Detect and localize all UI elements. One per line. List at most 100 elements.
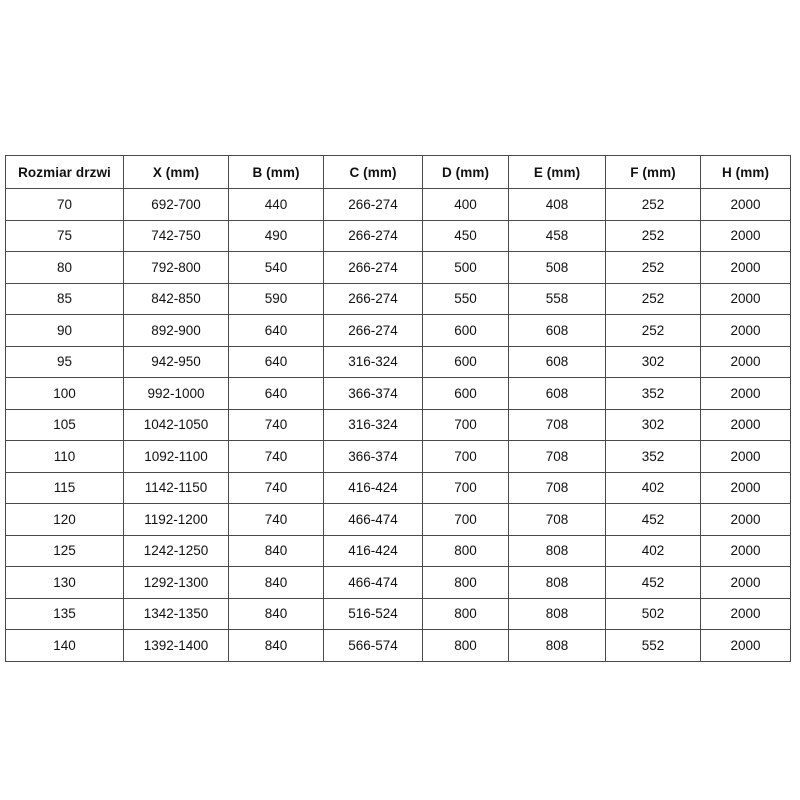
table-cell: 2000 [700,629,791,662]
table-cell: 700 [422,408,509,441]
table-cell: 708 [508,503,606,536]
table-cell: 2000 [700,534,791,567]
table-cell: 500 [422,251,509,284]
column-header-5: E (mm) [508,155,606,189]
table-cell: 708 [508,471,606,504]
door-size-specification-table: Rozmiar drzwi X (mm) B (mm) C (mm) D (mm) E (… [5,155,791,662]
table-cell: 302 [605,345,701,378]
column-header-6: F (mm) [605,155,701,189]
table-cell: 2000 [700,597,791,630]
table-cell: 2000 [700,314,791,347]
table-row: 95 942-950 640 316-324 600 608 302 2000 [5,345,791,378]
table-cell: 708 [508,408,606,441]
table-cell: 440 [228,188,324,221]
table-header-row: Rozmiar drzwi X (mm) B (mm) C (mm) D (mm) E (… [5,155,791,189]
column-header-4: D (mm) [422,155,509,189]
table-cell: 125 [5,534,124,567]
table-cell: 366-374 [323,377,423,410]
table-cell: 316-324 [323,408,423,441]
table-cell: 550 [422,282,509,315]
table-cell: 2000 [700,471,791,504]
table-cell: 2000 [700,188,791,221]
table-cell: 490 [228,219,324,252]
table-row: 125 1242-1250 840 416-424 800 808 402 2000 [5,534,791,567]
table-row: 110 1092-1100 740 366-374 700 708 352 2000 [5,440,791,473]
table-cell: 1192-1200 [123,503,229,536]
table-cell: 742-750 [123,219,229,252]
table-row: 100 992-1000 640 366-374 600 608 352 2000 [5,377,791,410]
table-cell: 2000 [700,345,791,378]
table-cell: 416-424 [323,534,423,567]
spec-table-container: Rozmiar drzwi X (mm) B (mm) C (mm) D (mm) E (… [5,155,791,662]
table-cell: 640 [228,377,324,410]
table-cell: 740 [228,503,324,536]
table-cell: 70 [5,188,124,221]
table-cell: 90 [5,314,124,347]
table-cell: 792-800 [123,251,229,284]
table-cell: 402 [605,534,701,567]
table-cell: 600 [422,314,509,347]
table-cell: 416-424 [323,471,423,504]
table-cell: 2000 [700,503,791,536]
table-cell: 100 [5,377,124,410]
table-cell: 352 [605,440,701,473]
table-cell: 452 [605,566,701,599]
table-row: 120 1192-1200 740 466-474 700 708 452 2000 [5,503,791,536]
table-cell: 2000 [700,408,791,441]
table-cell: 402 [605,471,701,504]
table-cell: 892-900 [123,314,229,347]
table-cell: 566-574 [323,629,423,662]
table-cell: 130 [5,566,124,599]
table-cell: 552 [605,629,701,662]
table-cell: 466-474 [323,503,423,536]
table-row: 80 792-800 540 266-274 500 508 252 2000 [5,251,791,284]
table-cell: 540 [228,251,324,284]
table-cell: 2000 [700,377,791,410]
table-cell: 1092-1100 [123,440,229,473]
table-row: 75 742-750 490 266-274 450 458 252 2000 [5,219,791,252]
table-cell: 266-274 [323,251,423,284]
table-cell: 400 [422,188,509,221]
table-cell: 458 [508,219,606,252]
table-cell: 110 [5,440,124,473]
table-cell: 120 [5,503,124,536]
table-cell: 2000 [700,440,791,473]
table-cell: 80 [5,251,124,284]
table-cell: 800 [422,629,509,662]
table-cell: 408 [508,188,606,221]
column-header-2: B (mm) [228,155,324,189]
table-row: 130 1292-1300 840 466-474 800 808 452 2000 [5,566,791,599]
table-cell: 266-274 [323,219,423,252]
table-cell: 366-374 [323,440,423,473]
table-cell: 608 [508,377,606,410]
table-cell: 266-274 [323,314,423,347]
table-cell: 808 [508,566,606,599]
table-cell: 640 [228,345,324,378]
table-cell: 252 [605,314,701,347]
table-row: 85 842-850 590 266-274 550 558 252 2000 [5,282,791,315]
table-cell: 95 [5,345,124,378]
table-cell: 640 [228,314,324,347]
column-header-0: Rozmiar drzwi [5,155,124,189]
table-cell: 1242-1250 [123,534,229,567]
table-cell: 692-700 [123,188,229,221]
table-cell: 700 [422,471,509,504]
table-cell: 608 [508,314,606,347]
table-cell: 992-1000 [123,377,229,410]
table-cell: 85 [5,282,124,315]
table-cell: 75 [5,219,124,252]
table-cell: 700 [422,440,509,473]
table-row: 105 1042-1050 740 316-324 700 708 302 2000 [5,408,791,441]
table-cell: 266-274 [323,282,423,315]
table-cell: 800 [422,566,509,599]
table-cell: 840 [228,597,324,630]
table-cell: 135 [5,597,124,630]
table-cell: 842-850 [123,282,229,315]
table-cell: 450 [422,219,509,252]
table-cell: 1392-1400 [123,629,229,662]
column-header-3: C (mm) [323,155,423,189]
table-cell: 800 [422,597,509,630]
table-cell: 252 [605,188,701,221]
table-cell: 516-524 [323,597,423,630]
